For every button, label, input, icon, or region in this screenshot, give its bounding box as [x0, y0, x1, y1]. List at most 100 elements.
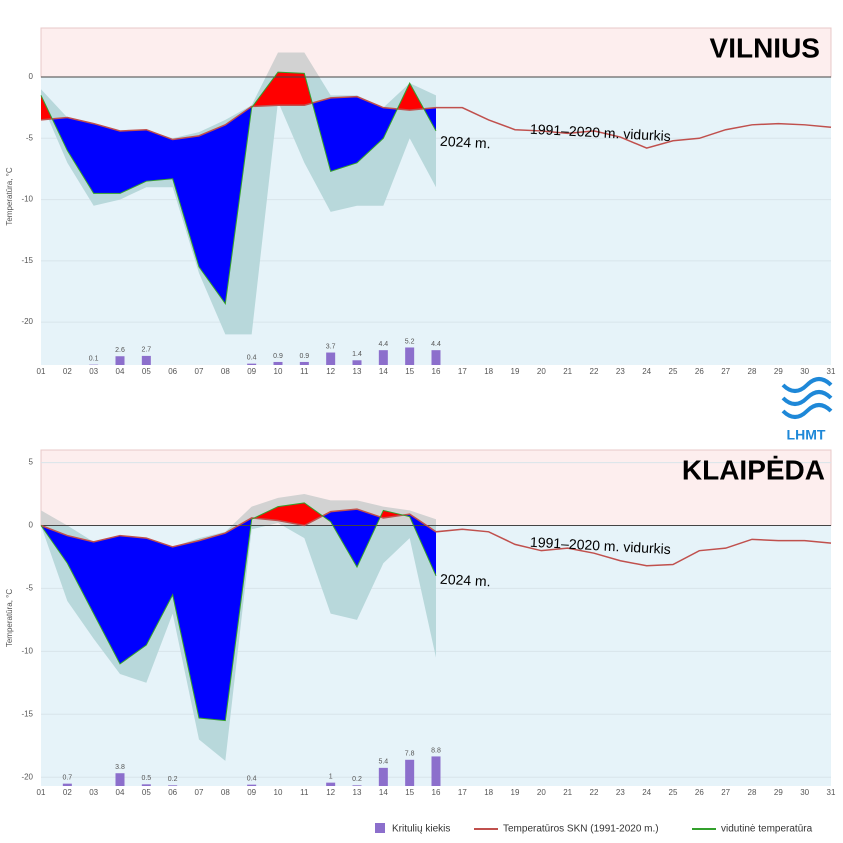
x-tick-label: 23 [616, 367, 625, 376]
bar [299, 361, 309, 365]
x-tick-label: 24 [642, 367, 651, 376]
bar [352, 785, 362, 786]
bar-label: 0.9 [273, 353, 283, 360]
annotation: 2024 m. [440, 133, 491, 152]
x-tick-label: 20 [537, 788, 546, 797]
legend-label: Temperatūros SKN (1991-2020 m.) [503, 824, 659, 835]
y-axis-label: Temperatūra, °C [5, 167, 14, 226]
logo-wave [781, 377, 833, 393]
x-tick-label: 03 [89, 367, 98, 376]
bar [115, 356, 125, 365]
x-tick-label: 01 [37, 788, 46, 797]
x-tick-label: 21 [563, 367, 572, 376]
bar-label: 1.4 [352, 351, 362, 358]
x-tick-label: 06 [168, 367, 177, 376]
x-tick-label: 18 [484, 367, 493, 376]
annotation: 1991–2020 m. vidurkis [530, 534, 672, 557]
bar [247, 784, 257, 786]
x-tick-label: 17 [458, 367, 467, 376]
x-tick-label: 11 [300, 367, 309, 376]
x-tick-label: 19 [511, 788, 520, 797]
y-axis-label: Temperatūra, °C [5, 589, 14, 648]
bar-label: 0.7 [62, 774, 72, 781]
bar-label: 0.4 [247, 775, 257, 782]
anomaly-cold [41, 96, 436, 304]
x-tick-label: 19 [511, 367, 520, 376]
bar [431, 350, 441, 365]
x-tick-label: 08 [221, 367, 230, 376]
x-tick-label: 03 [89, 788, 98, 797]
line [40, 508, 832, 567]
bar-label: 2.6 [115, 347, 125, 354]
x-tick-label: 15 [405, 788, 414, 797]
x-tick-label: 09 [247, 788, 256, 797]
x-tick-label: 29 [774, 788, 783, 797]
y-tick-label: -20 [21, 317, 33, 326]
x-tick-label: 21 [563, 788, 572, 797]
bar-label: 4.4 [378, 341, 388, 348]
x-tick-label: 26 [695, 367, 704, 376]
x-tick-label: 31 [827, 788, 836, 797]
x-tick-label: 02 [63, 788, 72, 797]
y-tick-label: -10 [21, 646, 33, 655]
x-tick-label: 17 [458, 788, 467, 797]
x-tick-label: 12 [326, 788, 335, 797]
bar-label: 0.5 [141, 775, 151, 782]
x-tick-label: 31 [827, 367, 836, 376]
bar [141, 784, 151, 786]
x-tick-label: 01 [37, 367, 46, 376]
x-tick-label: 02 [63, 367, 72, 376]
x-tick-label: 05 [142, 367, 151, 376]
logo-wave [781, 390, 833, 406]
x-tick-label: 14 [379, 367, 388, 376]
bar [247, 363, 257, 365]
x-tick-label: 13 [353, 788, 362, 797]
legend: Kritulių kiekis Temperatūros SKN (1991-2… [375, 823, 813, 835]
bar [378, 767, 388, 786]
x-tick-label: 14 [379, 788, 388, 797]
y-tick-label: -15 [21, 709, 33, 718]
legend-swatch [375, 823, 385, 833]
x-tick-label: 25 [669, 788, 678, 797]
bar-label: 3.8 [115, 764, 125, 771]
y-tick-label: -5 [26, 584, 34, 593]
bar-label: 2.7 [141, 347, 151, 354]
bar-label: 8.8 [431, 747, 441, 754]
chart-title: VILNIUS [710, 32, 820, 63]
bar-label: 5.4 [378, 759, 388, 766]
bar [115, 773, 125, 786]
plot-area-above [40, 27, 832, 78]
x-tick-label: 13 [353, 367, 362, 376]
annotation: 1991–2020 m. vidurkis [530, 121, 672, 144]
bar [378, 350, 388, 365]
y-tick-label: -20 [21, 772, 33, 781]
bar [431, 756, 441, 786]
x-tick-label: 24 [642, 788, 651, 797]
x-tick-label: 05 [142, 788, 151, 797]
x-tick-label: 30 [800, 367, 809, 376]
x-tick-label: 28 [748, 788, 757, 797]
x-tick-label: 27 [721, 788, 730, 797]
x-tick-label: 04 [116, 367, 125, 376]
bar [141, 355, 151, 365]
legend-label: vidutinė temperatūra [721, 824, 813, 835]
x-tick-label: 07 [195, 367, 204, 376]
bar [168, 785, 178, 786]
x-tick-label: 29 [774, 367, 783, 376]
x-tick-label: 10 [274, 788, 283, 797]
legend-label: Kritulių kiekis [392, 824, 450, 835]
y-tick-label: -5 [26, 133, 34, 142]
x-tick-label: 07 [195, 788, 204, 797]
bar [405, 759, 415, 786]
x-tick-label: 04 [116, 788, 125, 797]
x-tick-label: 20 [537, 367, 546, 376]
x-tick-label: 26 [695, 788, 704, 797]
x-tick-label: 12 [326, 367, 335, 376]
bar-label: 1 [329, 773, 333, 780]
bar-label: 4.4 [431, 341, 441, 348]
x-tick-label: 08 [221, 788, 230, 797]
y-tick-label: 0 [29, 72, 34, 81]
x-tick-label: 25 [669, 367, 678, 376]
x-tick-label: 23 [616, 788, 625, 797]
